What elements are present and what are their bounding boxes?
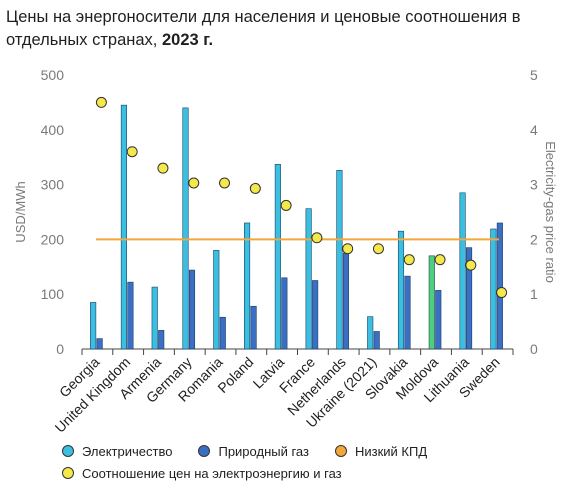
electricity-bar	[244, 222, 251, 350]
gas-bar	[404, 275, 411, 350]
electricity-bar	[182, 107, 189, 350]
gas-bar	[312, 280, 319, 350]
electricity-bar	[336, 170, 343, 350]
y-right-axis-title: Electricity-gas price ratio	[543, 141, 558, 283]
electricity-bar	[90, 302, 97, 350]
gas-bar	[250, 305, 257, 350]
legend-label-price-ratio: Соотношение цен на электроэнергию и газ	[82, 465, 342, 481]
gas-bar	[435, 290, 442, 350]
price-ratio-point	[95, 96, 107, 108]
electricity-bar	[120, 104, 127, 350]
y-left-tick-label: 400	[41, 122, 65, 138]
price-ratio-point	[342, 243, 354, 255]
price-ratio-point	[496, 287, 508, 299]
price-ratio-point	[249, 182, 261, 194]
y-right-tick-label: 3	[530, 177, 538, 193]
legend-swatch-electricity	[62, 445, 74, 457]
y-left-tick-label: 300	[41, 177, 65, 193]
y-right-tick-label: 1	[530, 286, 538, 302]
price-ratio-point	[126, 146, 138, 158]
gas-bar	[188, 269, 196, 350]
chart-title: Цены на энергоносители для населения и ц…	[6, 6, 558, 52]
y-right-tick-label: 5	[530, 67, 538, 83]
gas-bar	[219, 316, 226, 350]
y-right-tick-label: 0	[530, 341, 538, 357]
electricity-bar	[274, 164, 281, 350]
electricity-bar	[397, 230, 405, 350]
electricity-bar	[428, 255, 435, 350]
price-ratio-point	[311, 232, 323, 244]
price-ratio-point	[465, 259, 477, 271]
legend-label-gas: Природный газ	[218, 443, 309, 459]
legend-row-1: Электричество Природный газ Низкий КПД	[62, 440, 542, 462]
price-ratio-point	[280, 199, 292, 211]
legend-swatch-price-ratio	[62, 467, 74, 479]
y-right-tick-label: 2	[530, 231, 538, 247]
gas-bar	[373, 331, 380, 350]
y-left-tick-label: 200	[41, 231, 65, 247]
chart-title-text: Цены на энергоносители для населения и ц…	[6, 8, 521, 49]
y-left-tick-label: 500	[41, 67, 65, 83]
chart-area: 0 100 200 300 400 500 0 1 2 3 4 5 USD/MWh Electricity…	[13, 67, 558, 436]
electricity-bar	[367, 316, 374, 350]
gas-bar	[96, 338, 103, 350]
price-ratio-point	[219, 177, 231, 189]
gas-bar	[281, 277, 288, 350]
legend: Электричество Природный газ Низкий КПД С…	[62, 440, 542, 484]
legend-label-electricity: Электричество	[82, 443, 173, 459]
electricity-bar	[305, 208, 312, 350]
legend-item-low-efficiency: Низкий КПД	[334, 443, 428, 459]
y-left-tick-label: 100	[41, 286, 65, 302]
chart-title-year: 2023 г.	[162, 31, 214, 49]
price-ratio-point	[372, 243, 384, 255]
legend-row-2: Соотношение цен на электроэнергию и газ	[62, 462, 542, 484]
gas-bar	[158, 330, 165, 350]
legend-item-price-ratio: Соотношение цен на электроэнергию и газ	[62, 466, 342, 481]
y-right-tick-label: 4	[530, 122, 538, 138]
legend-label-low-efficiency: Низкий КПД	[354, 443, 428, 459]
gas-bar	[342, 252, 349, 350]
y-left-tick-label: 0	[56, 341, 64, 357]
legend-item-electricity: Электричество	[62, 444, 172, 459]
gas-bar	[496, 222, 503, 350]
gas-bar	[127, 281, 134, 350]
legend-swatch-gas	[198, 445, 211, 457]
gas-bar	[466, 247, 473, 350]
price-ratio-point	[403, 254, 415, 266]
electricity-bar	[490, 228, 497, 350]
electricity-bar	[151, 286, 158, 350]
legend-item-gas: Природный газ	[198, 444, 309, 459]
price-ratio-point	[434, 254, 446, 266]
y-left-axis-title: USD/MWh	[13, 181, 28, 242]
price-ratio-point	[188, 177, 200, 189]
electricity-bar	[459, 192, 466, 350]
legend-swatch-low-efficiency	[334, 445, 347, 457]
price-ratio-point	[157, 162, 169, 174]
electricity-bar	[213, 250, 220, 350]
